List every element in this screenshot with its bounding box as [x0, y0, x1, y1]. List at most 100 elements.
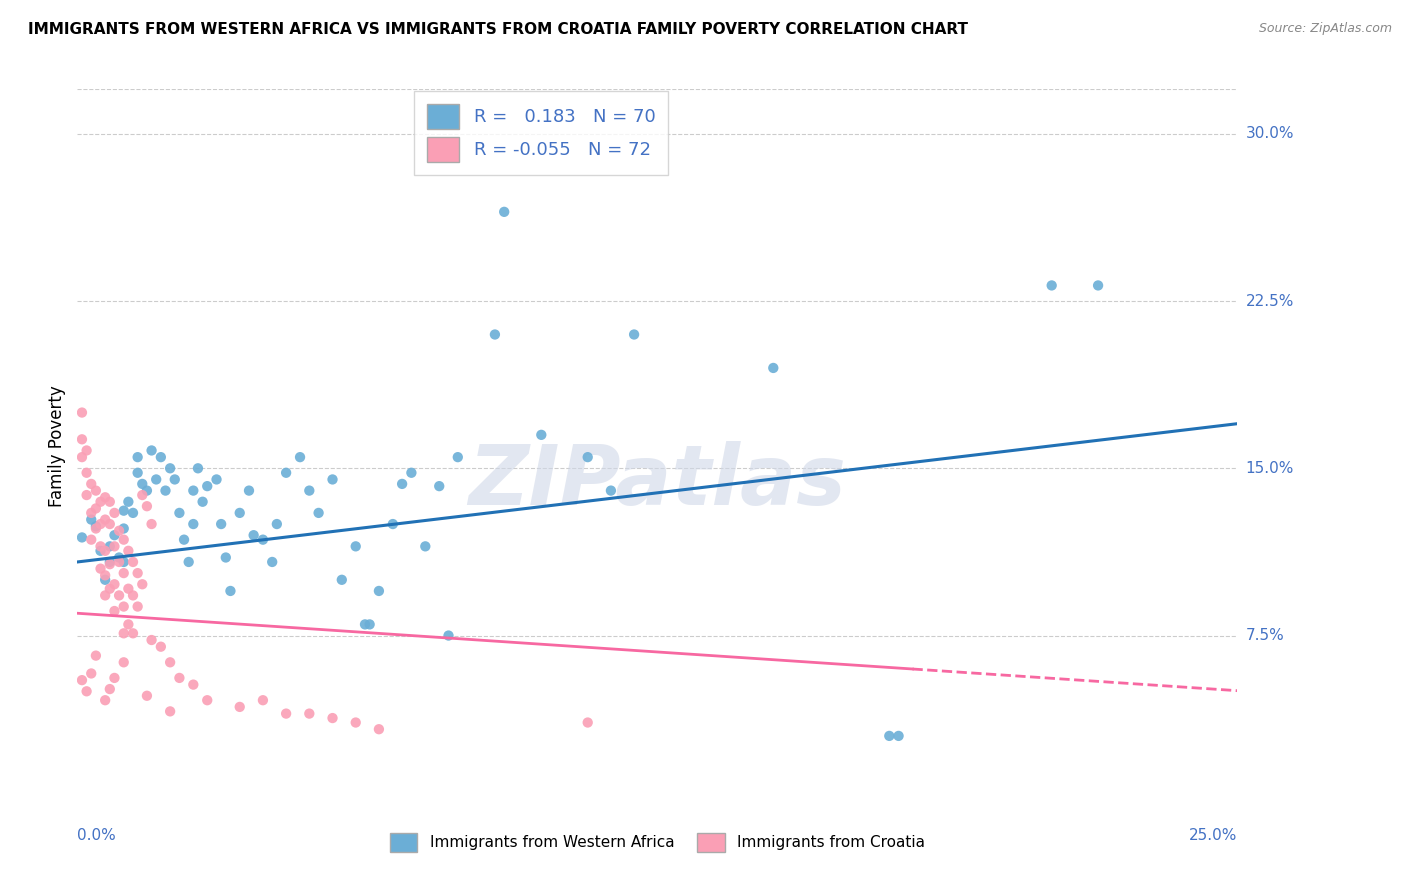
Point [228, 506, 252, 520]
Point [576, 450, 599, 464]
Point [447, 450, 470, 464]
Text: IMMIGRANTS FROM WESTERN AFRICA VS IMMIGRANTS FROM CROATIA FAMILY POVERTY CORRELA: IMMIGRANTS FROM WESTERN AFRICA VS IMMIGR… [28, 22, 969, 37]
Point [330, 573, 353, 587]
Point [70, 530, 93, 544]
Point [288, 450, 311, 464]
Point [98, 681, 121, 696]
Point [135, 499, 157, 513]
Text: 0.0%: 0.0% [77, 828, 117, 843]
Point [98, 557, 121, 572]
Point [155, 483, 177, 498]
Point [163, 473, 186, 487]
Point [70, 450, 93, 464]
Point [112, 503, 135, 517]
Point [141, 633, 163, 648]
Point [84, 521, 107, 535]
Point [76, 488, 98, 502]
Point [344, 715, 367, 730]
Point [90, 543, 111, 558]
Point [1040, 278, 1063, 293]
Point [215, 550, 238, 565]
Point [84, 501, 107, 516]
Point [122, 506, 145, 520]
Point [135, 689, 157, 703]
Point [381, 516, 404, 531]
Point [368, 583, 391, 598]
Point [90, 516, 111, 531]
Point [195, 693, 218, 707]
Point [122, 589, 145, 603]
Point [94, 693, 117, 707]
Text: 25.0%: 25.0% [1189, 828, 1237, 843]
Point [84, 483, 107, 498]
Point [354, 617, 377, 632]
Point [117, 582, 139, 596]
Point [413, 539, 436, 553]
Point [76, 684, 98, 698]
Point [84, 648, 107, 663]
Point [266, 516, 288, 531]
Point [70, 673, 93, 687]
Text: 30.0%: 30.0% [1246, 127, 1294, 141]
Point [321, 711, 344, 725]
Point [228, 699, 252, 714]
Text: Source: ZipAtlas.com: Source: ZipAtlas.com [1258, 22, 1392, 36]
Point [98, 516, 121, 531]
Point [94, 543, 117, 558]
Point [108, 555, 131, 569]
Point [219, 583, 242, 598]
Point [112, 626, 135, 640]
Point [135, 483, 157, 498]
Point [209, 516, 232, 531]
Point [159, 461, 181, 475]
Point [131, 488, 153, 502]
Point [242, 528, 264, 542]
Point [149, 450, 172, 464]
Point [122, 555, 145, 569]
Point [90, 494, 111, 508]
Point [238, 483, 260, 498]
Point [76, 443, 98, 458]
Legend: Immigrants from Western Africa, Immigrants from Croatia: Immigrants from Western Africa, Immigran… [382, 825, 932, 859]
Point [359, 617, 381, 632]
Point [76, 466, 98, 480]
Point [70, 432, 93, 446]
Point [149, 640, 172, 654]
Point [103, 577, 125, 591]
Point [183, 483, 205, 498]
Point [141, 443, 163, 458]
Point [127, 566, 149, 581]
Point [90, 539, 111, 553]
Point [94, 589, 117, 603]
Point [252, 533, 274, 547]
Point [298, 706, 321, 721]
Point [887, 729, 910, 743]
Text: ZIPatlas: ZIPatlas [468, 442, 846, 522]
Point [103, 671, 125, 685]
Point [145, 473, 167, 487]
Point [274, 466, 298, 480]
Point [112, 533, 135, 547]
Point [98, 494, 121, 508]
Point [127, 599, 149, 614]
Point [484, 327, 506, 342]
Point [169, 506, 191, 520]
Point [80, 476, 103, 491]
Point [94, 490, 117, 504]
Point [195, 479, 218, 493]
Point [112, 555, 135, 569]
Point [131, 476, 153, 491]
Point [177, 555, 200, 569]
Point [117, 543, 139, 558]
Point [183, 516, 205, 531]
Text: 22.5%: 22.5% [1246, 293, 1294, 309]
Point [117, 494, 139, 508]
Point [70, 405, 93, 419]
Point [576, 715, 599, 730]
Point [84, 519, 107, 533]
Point [103, 528, 125, 542]
Point [762, 360, 785, 375]
Text: 15.0%: 15.0% [1246, 461, 1294, 475]
Point [108, 524, 131, 538]
Point [401, 466, 423, 480]
